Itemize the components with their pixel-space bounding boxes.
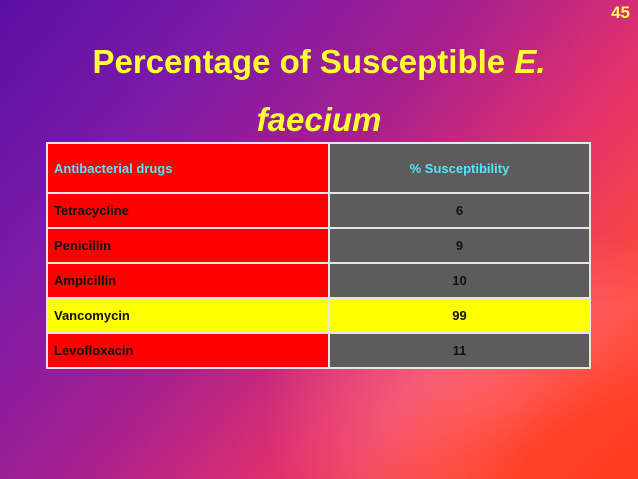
value-cell: 10: [328, 262, 591, 299]
header-susceptibility: % Susceptibility: [328, 142, 591, 194]
drug-cell: Tetracycline: [46, 192, 330, 229]
slide-title-line-1: Percentage of Susceptible E.: [0, 36, 638, 88]
table-row: Penicillin 9: [46, 227, 591, 264]
drug-cell: Levofloxacin: [46, 332, 330, 369]
slide-number: 45: [611, 3, 630, 22]
value-cell: 6: [328, 192, 591, 229]
drug-cell: Ampicillin: [46, 262, 330, 299]
title-text: Percentage of Susceptible: [92, 43, 515, 80]
title-italic-species: faecium: [256, 101, 382, 138]
drug-cell: Vancomycin: [46, 297, 330, 334]
table-row: Tetracycline 6: [46, 192, 591, 229]
slide-title-line-2: faecium: [0, 94, 638, 146]
drug-cell: Penicillin: [46, 227, 330, 264]
value-cell: 99: [328, 297, 591, 334]
susceptibility-table: Antibacterial drugs % Susceptibility Tet…: [46, 142, 591, 369]
table-row-highlighted: Vancomycin 99: [46, 297, 591, 334]
table-row: Levofloxacin 11: [46, 332, 591, 369]
value-cell: 9: [328, 227, 591, 264]
header-drugs: Antibacterial drugs: [46, 142, 330, 194]
value-cell: 11: [328, 332, 591, 369]
title-italic-genus: E.: [514, 43, 546, 80]
table-header-row: Antibacterial drugs % Susceptibility: [46, 142, 591, 194]
table-row: Ampicillin 10: [46, 262, 591, 299]
